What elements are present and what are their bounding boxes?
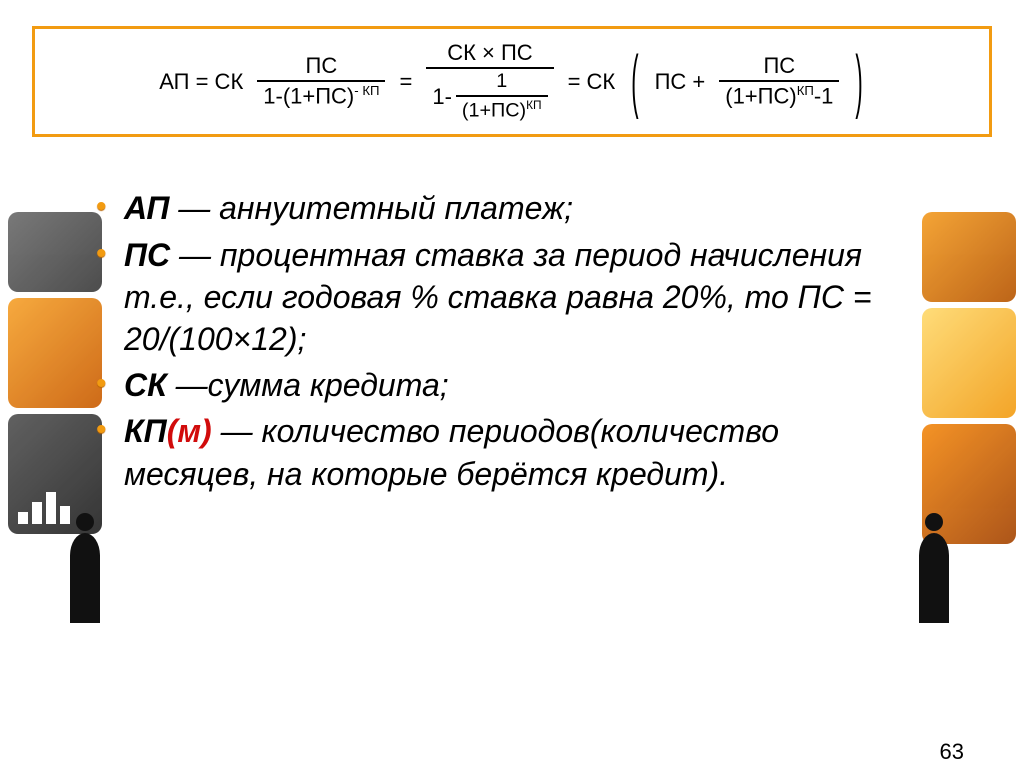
term-description: процентная ставка за период начисления т… (124, 237, 872, 357)
formula-fraction-1: ПС 1-(1+ПС)- КП (257, 54, 385, 109)
inner-den-exp: КП (526, 98, 541, 112)
definitions-list: АП — аннуитетный платеж; ПС — процентная… (90, 187, 904, 495)
silhouette-icon (919, 533, 949, 623)
puzzle-piece (8, 298, 102, 408)
term-label: КП (124, 413, 167, 449)
inner-fraction: 1 (1+ПС)КП (456, 71, 548, 122)
list-item: АП — аннуитетный платеж; (90, 187, 904, 229)
definitions-block: АП — аннуитетный платеж; ПС — процентная… (90, 187, 904, 495)
inner-den-base: (1+ПС) (462, 100, 526, 122)
fraction-numerator: СК × ПС (441, 41, 538, 65)
den-exponent: - КП (354, 83, 379, 98)
term-label: АП (124, 190, 169, 226)
fraction-bar (719, 80, 839, 82)
fraction-bar (456, 95, 548, 97)
den-prefix: 1- (432, 85, 452, 109)
inner-den: (1+ПС)КП (456, 99, 548, 122)
dash: — (167, 367, 208, 403)
den-base: (1+ПС) (725, 84, 796, 109)
puzzle-piece (922, 308, 1016, 418)
den-base: 1-(1+ПС) (263, 84, 354, 109)
formula-box: АП = СК ПС 1-(1+ПС)- КП = СК × ПС 1- 1 (… (32, 26, 992, 137)
term-description: аннуитетный платеж; (219, 190, 573, 226)
dash: — (212, 413, 262, 449)
list-item: ПС — процентная ставка за период начисле… (90, 234, 904, 361)
puzzle-piece (8, 212, 102, 292)
fraction-denominator: 1-(1+ПС)- КП (257, 84, 385, 109)
dash: — (170, 237, 220, 273)
term-label: СК (124, 367, 167, 403)
formula-fraction-2: СК × ПС 1- 1 (1+ПС)КП (426, 41, 553, 122)
den-exp: КП (797, 83, 814, 98)
term-accent: (м) (167, 413, 212, 449)
formula-rhs-prefix: = СК (568, 69, 616, 95)
formula-fraction-3: ПС (1+ПС)КП-1 (719, 54, 839, 109)
silhouette-icon (70, 533, 100, 623)
equals-sign: = (399, 69, 412, 95)
dash: — (169, 190, 219, 226)
list-item: КП(м) — количество периодов(количество м… (90, 410, 904, 494)
fraction-denominator: (1+ПС)КП-1 (719, 84, 839, 109)
list-item: СК —сумма кредита; (90, 364, 904, 406)
fraction-numerator: ПС (757, 54, 801, 78)
fraction-bar (426, 67, 553, 69)
inner-num: 1 (490, 71, 513, 93)
term-description: сумма кредита; (208, 367, 449, 403)
formula-lhs: АП = СК (159, 69, 243, 95)
term-label: ПС (124, 237, 170, 273)
fraction-bar (257, 80, 385, 82)
fraction-numerator: ПС (300, 54, 344, 78)
puzzle-piece (922, 212, 1016, 302)
page-number: 63 (940, 739, 964, 765)
formula-rhs-term1: ПС + (655, 69, 706, 95)
den-tail: -1 (814, 84, 834, 109)
fraction-denominator: 1- 1 (1+ПС)КП (426, 71, 553, 122)
